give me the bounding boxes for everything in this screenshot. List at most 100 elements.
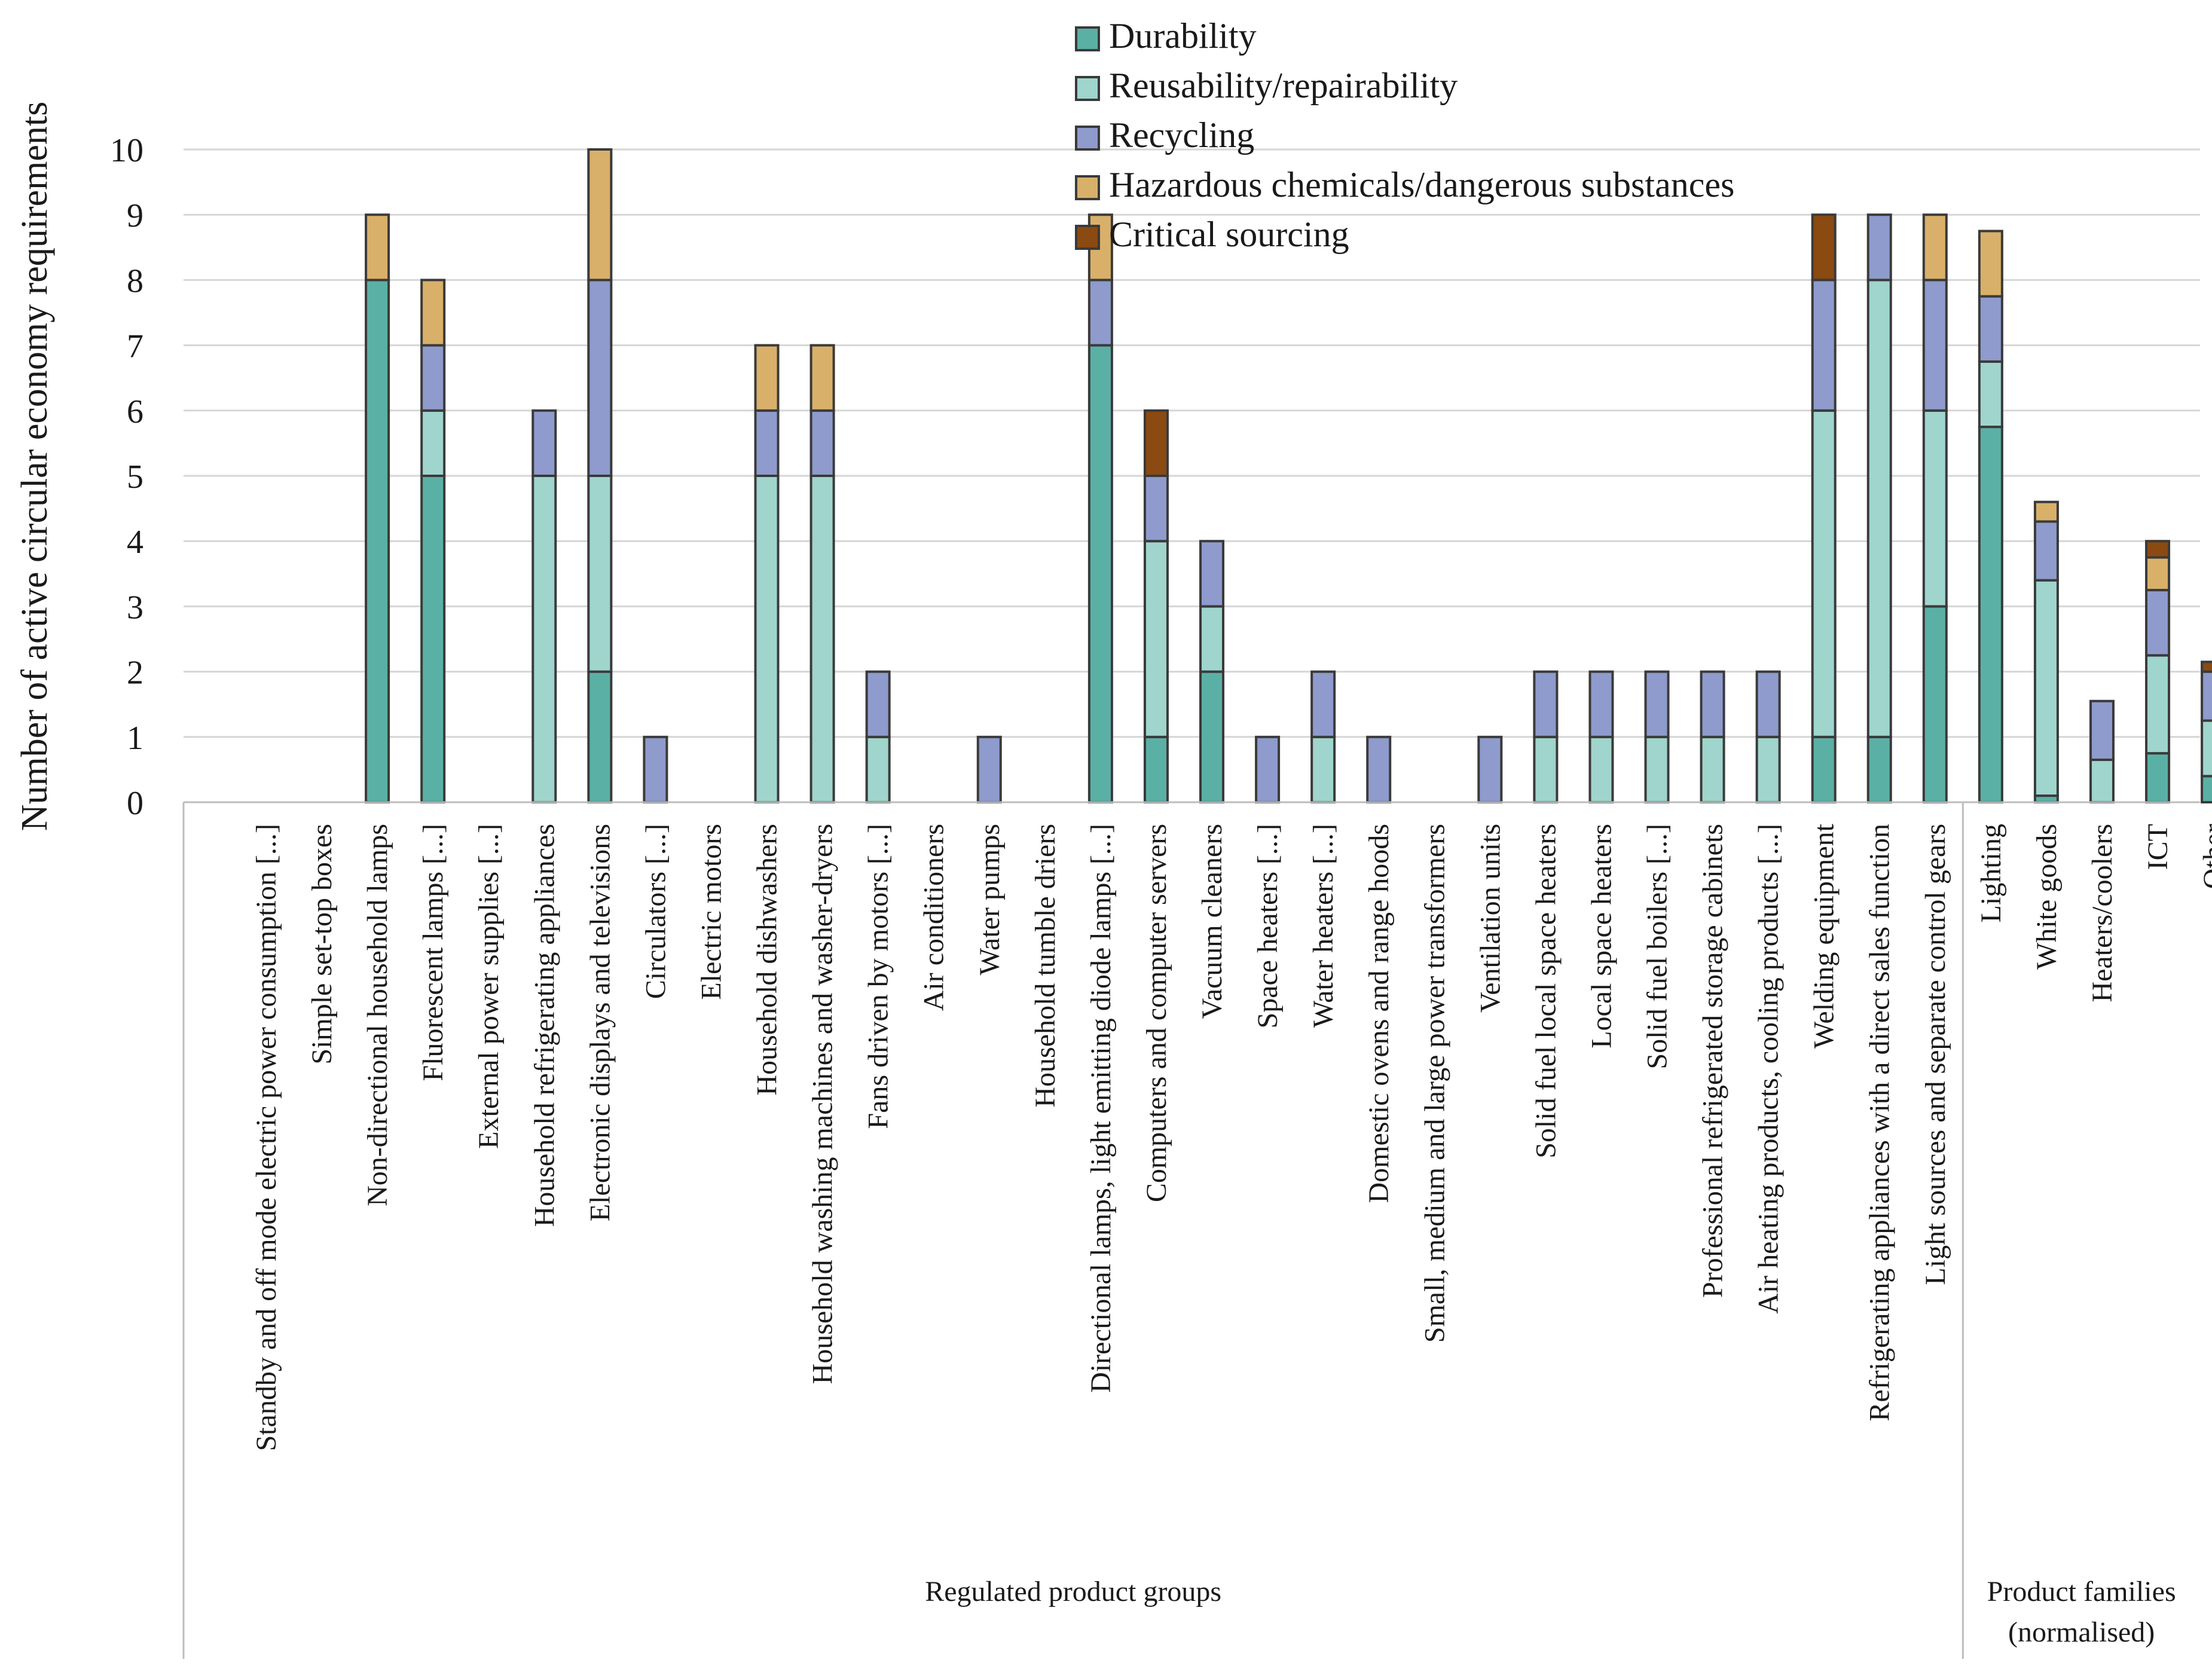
legend-swatch bbox=[1075, 26, 1100, 51]
bar-segment bbox=[809, 344, 835, 412]
bar-segment bbox=[865, 735, 891, 804]
y-tick-label: 9 bbox=[127, 197, 143, 234]
bar-segment bbox=[2145, 556, 2171, 592]
group-label-regulated: Regulated product groups bbox=[925, 1576, 1221, 1607]
bar-segment bbox=[420, 475, 446, 803]
bar-segment bbox=[1477, 735, 1503, 804]
bar-segment bbox=[1866, 213, 1892, 282]
x-tick-label: Fluorescent lamps [...] bbox=[417, 824, 449, 1081]
y-tick-label: 7 bbox=[127, 328, 143, 365]
bar-segment bbox=[1533, 670, 1559, 738]
bar-segment bbox=[1978, 230, 2003, 298]
bar-segment bbox=[1978, 426, 2003, 803]
bar-segment bbox=[587, 670, 613, 803]
bar-segment bbox=[1811, 213, 1837, 282]
y-axis-ticks: 0 1 2 3 4 5 6 7 8 9 10 bbox=[110, 132, 143, 822]
group-label-families: (normalised) bbox=[2008, 1616, 2155, 1648]
bar-segment bbox=[587, 148, 613, 282]
y-tick-label: 10 bbox=[110, 132, 143, 169]
x-tick-label: Space heaters [...] bbox=[1252, 824, 1284, 1029]
bar-segment bbox=[1811, 735, 1837, 804]
bar-segment bbox=[1310, 670, 1336, 738]
bar-segment bbox=[587, 279, 613, 477]
x-tick-label: Local space heaters bbox=[1585, 824, 1617, 1049]
x-tick-label: Circulators [...] bbox=[640, 824, 671, 999]
legend-swatch bbox=[1075, 76, 1100, 101]
y-tick-label: 2 bbox=[127, 655, 143, 692]
x-tick-label: Household dishwashers bbox=[751, 824, 783, 1096]
bar-segment bbox=[1978, 295, 2003, 363]
x-tick-label: Water pumps bbox=[974, 824, 1006, 975]
bar-segment bbox=[1143, 409, 1169, 477]
x-tick-label: Directional lamps, light emitting diode … bbox=[1085, 824, 1117, 1393]
bar-segment bbox=[809, 475, 835, 803]
x-tick-label: White goods bbox=[2031, 824, 2063, 970]
x-tick-label: Lighting bbox=[1975, 824, 2007, 922]
x-tick-label: Light sources and separate control gears bbox=[1920, 824, 1951, 1285]
bar-segment bbox=[2201, 719, 2212, 778]
gridlines bbox=[184, 148, 2200, 738]
legend-label: Hazardous chemicals/dangerous substances bbox=[1109, 165, 1734, 204]
x-axis-labels: Standby and off mode electric power cons… bbox=[250, 823, 2212, 1451]
group-labels: Regulated product groups Product families… bbox=[925, 1576, 2176, 1648]
legend-label: Durability bbox=[1109, 16, 1257, 56]
bar-segment bbox=[420, 279, 446, 347]
x-tick-label: Refrigerating appliances with a direct s… bbox=[1864, 824, 1896, 1422]
bar-segment bbox=[865, 670, 891, 738]
bar-segment bbox=[1143, 475, 1169, 543]
bar-segment bbox=[643, 735, 668, 804]
x-tick-label: Professional refrigerated storage cabine… bbox=[1697, 824, 1729, 1298]
bar-segment bbox=[976, 735, 1002, 804]
legend: Durability Reusability/repairability Recyc… bbox=[1075, 16, 1734, 254]
legend-label: Critical sourcing bbox=[1109, 215, 1349, 254]
bar-segment bbox=[2089, 759, 2115, 804]
bar-segment bbox=[1143, 540, 1169, 738]
bar-segment bbox=[1922, 605, 1948, 804]
legend-swatch bbox=[1075, 225, 1100, 250]
legend-swatch bbox=[1075, 126, 1100, 151]
bar-segment bbox=[2033, 520, 2059, 582]
x-tick-label: Electronic displays and televisions bbox=[584, 824, 616, 1221]
x-tick-label: Simple set-top boxes bbox=[306, 824, 338, 1065]
bar-segment bbox=[1087, 344, 1113, 803]
x-tick-label: Air heating products, cooling products [… bbox=[1753, 824, 1785, 1314]
x-tick-label: Electric motors bbox=[695, 824, 727, 1000]
bar-segment bbox=[420, 409, 446, 477]
x-tick-label: Computers and computer servers bbox=[1141, 824, 1172, 1202]
bar-segment bbox=[1978, 360, 2003, 429]
bar-segment bbox=[2201, 775, 2212, 803]
bar-segment bbox=[1533, 735, 1559, 804]
x-tick-label: Vacuum cleaners bbox=[1196, 824, 1228, 1019]
bar-segment bbox=[1922, 279, 1948, 412]
x-tick-label: Solid fuel boilers [...] bbox=[1642, 824, 1673, 1069]
bar-segment bbox=[1700, 670, 1725, 738]
x-tick-label: Household washing machines and washer-dr… bbox=[807, 824, 839, 1384]
bar-segment bbox=[2201, 670, 2212, 722]
bar-segment bbox=[365, 213, 390, 282]
bar-segment bbox=[2145, 654, 2171, 755]
bar-segment bbox=[1755, 735, 1781, 804]
bar-segment bbox=[1199, 605, 1225, 673]
legend-label: Reusability/repairability bbox=[1109, 66, 1458, 105]
bar-segment bbox=[1199, 670, 1225, 803]
y-axis-label: Number of active circular economy requir… bbox=[14, 102, 55, 832]
bar-segment bbox=[754, 409, 780, 477]
bar-segment bbox=[531, 409, 557, 477]
x-tick-label: Small, medium and large power transforme… bbox=[1419, 824, 1450, 1343]
y-tick-label: 1 bbox=[127, 720, 143, 757]
y-tick-label: 6 bbox=[127, 393, 143, 430]
bar-segment bbox=[1143, 735, 1169, 804]
x-tick-label: Domestic ovens and range hoods bbox=[1363, 824, 1395, 1203]
bar-segment bbox=[531, 475, 557, 803]
legend-swatch bbox=[1075, 175, 1100, 200]
legend-label: Recycling bbox=[1109, 115, 1254, 155]
bar-segment bbox=[1588, 670, 1614, 738]
x-tick-label: Fans driven by motors [...] bbox=[863, 824, 894, 1129]
bar-segment bbox=[1644, 735, 1670, 804]
bar-segment bbox=[1811, 279, 1837, 412]
x-tick-label: Other bbox=[2198, 824, 2212, 889]
x-tick-label: Non-directional household lamps bbox=[362, 824, 393, 1206]
bar-segment bbox=[2145, 540, 2171, 559]
y-tick-label: 0 bbox=[127, 785, 143, 822]
